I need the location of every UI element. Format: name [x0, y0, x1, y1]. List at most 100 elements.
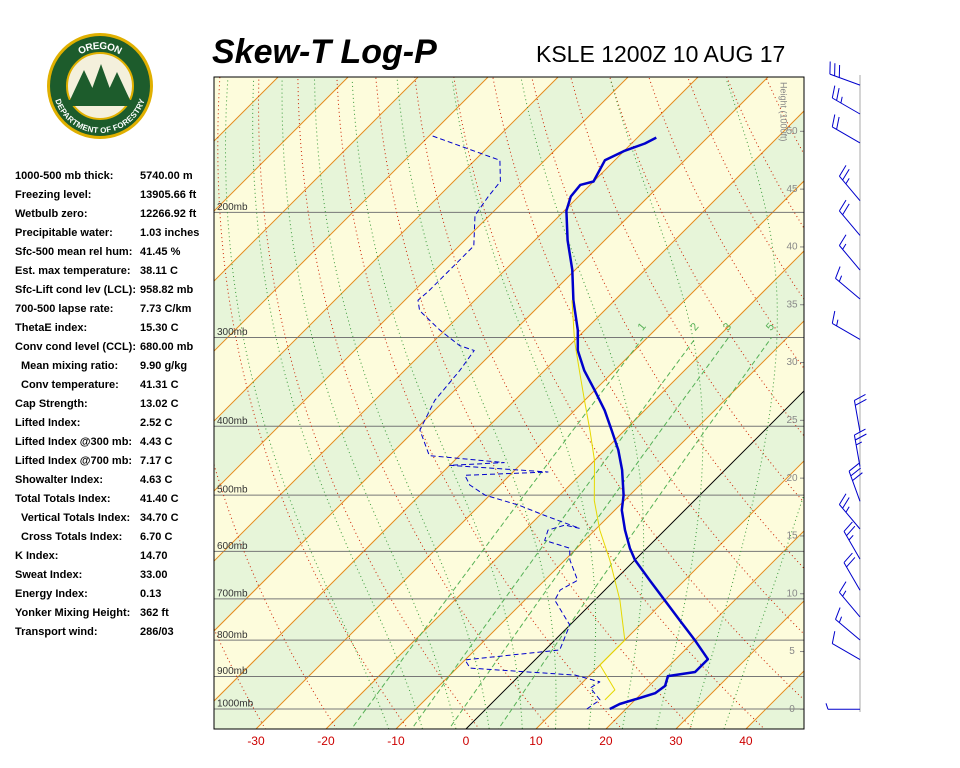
profile-line	[565, 136, 710, 711]
stat-label: Transport wind:	[15, 626, 98, 638]
stat-value: 0.13	[140, 588, 161, 600]
wind-barb	[831, 114, 861, 144]
wind-barb	[843, 552, 861, 591]
logo-top-text: OREGON	[76, 40, 123, 56]
mixing-ratio-line	[448, 337, 730, 729]
wind-barb	[838, 493, 861, 530]
wind-barb	[838, 165, 861, 202]
dry-adiabat	[947, 55, 960, 733]
x-tick-label: -30	[247, 734, 265, 748]
wind-barb	[831, 310, 861, 340]
stat-label: Conv temperature:	[21, 379, 119, 391]
stat-label: Sfc-Lift cond lev (LCL):	[15, 284, 136, 296]
wind-barb	[843, 521, 861, 560]
stat-value: 680.00 mb	[140, 341, 193, 353]
height-tick-label: 15	[786, 531, 798, 542]
mixing-ratio-line	[411, 337, 697, 729]
stat-value: 1.03 inches	[140, 227, 199, 239]
wind-barb	[835, 266, 861, 300]
wind-barb	[853, 428, 867, 467]
stat-label: Freezing level:	[15, 189, 91, 201]
stat-label: Vertical Totals Index:	[21, 512, 130, 524]
stat-value: 362 ft	[140, 607, 169, 619]
x-tick-label: 20	[599, 734, 613, 748]
logo-ground	[68, 100, 132, 106]
stat-label: Conv cond level (CCL):	[15, 341, 136, 353]
stat-value: 33.00	[140, 569, 168, 581]
stat-value: 2.52 C	[140, 417, 172, 429]
isotherm	[816, 77, 960, 729]
height-tick-label: 0	[789, 704, 795, 715]
isotherm	[395, 320, 804, 729]
stat-label: Mean mixing ratio:	[21, 360, 118, 372]
stat-label: K Index:	[15, 550, 58, 562]
isotherm	[214, 77, 349, 212]
isotherm	[465, 390, 804, 729]
stat-value: 4.63 C	[140, 474, 172, 486]
height-tick-label: 20	[786, 473, 798, 484]
moist-adiabat	[225, 79, 390, 729]
chart-title: Skew-T Log-P	[212, 33, 437, 71]
dry-adiabat	[871, 55, 960, 733]
y-tick-label: 1000mb	[217, 699, 254, 710]
wind-barb	[831, 631, 861, 661]
stat-value: 12266.92 ft	[140, 208, 197, 220]
stat-label: Sweat Index:	[15, 569, 82, 581]
plot-frame	[213, 76, 805, 730]
isotherm	[535, 460, 804, 729]
stat-value: 286/03	[140, 626, 174, 638]
logo: OREGON DEPARTMENT OF FORESTRY	[47, 33, 153, 139]
stat-label: Sfc-500 mean rel hum:	[15, 246, 132, 258]
y-tick-label: 600mb	[217, 541, 248, 552]
isotherm	[605, 530, 804, 729]
height-tick-label: 45	[786, 184, 798, 195]
stat-value: 13905.66 ft	[140, 189, 197, 201]
stat-label: ThetaE index:	[15, 322, 87, 334]
logo-top: OREGON	[76, 40, 123, 56]
dry-adiabat	[336, 77, 623, 729]
height-tick-label: 35	[786, 299, 798, 310]
height-tick-label: 10	[786, 588, 798, 599]
logo-trees	[70, 64, 130, 100]
stat-value: 7.17 C	[140, 455, 172, 467]
stat-label: Yonker Mixing Height:	[15, 607, 130, 619]
x-tick-label: -20	[317, 734, 335, 748]
dry-adiabat	[214, 627, 266, 729]
y-tick-label: 300mb	[217, 327, 248, 338]
moist-adiabat	[314, 79, 490, 729]
stat-value: 5740.00 m	[140, 170, 193, 182]
isotherm	[255, 180, 804, 729]
y-tick-label: 900mb	[217, 666, 248, 677]
stat-value: 34.70 C	[140, 512, 179, 524]
wind-barb	[835, 607, 861, 641]
isotherm	[675, 600, 804, 729]
profile-line	[571, 300, 626, 701]
stat-value: 7.73 C/km	[140, 303, 192, 315]
isotherm-band	[816, 77, 960, 729]
height-tick-label: 30	[786, 357, 798, 368]
moist-adiabat	[520, 79, 645, 729]
isotherm	[214, 77, 419, 282]
y-tick-label: 400mb	[217, 416, 248, 427]
stat-value: 15.30 C	[140, 322, 179, 334]
x-tick-label: -10	[387, 734, 405, 748]
isotherm	[214, 77, 769, 632]
chart-subtitle: KSLE 1200Z 10 AUG 17	[536, 41, 785, 67]
stat-label: 700-500 lapse rate:	[15, 303, 113, 315]
isotherm	[886, 77, 960, 729]
stat-label: Cross Totals Index:	[21, 531, 122, 543]
stat-value: 9.90 g/kg	[140, 360, 187, 372]
dry-adiabat	[909, 55, 960, 733]
height-axis-label: Height (1000ft)	[779, 82, 789, 142]
stat-label: Precipitable water:	[15, 227, 113, 239]
dry-adiabat	[453, 77, 804, 701]
stat-label: Cap Strength:	[15, 398, 88, 410]
stat-label: Total Totals Index:	[15, 493, 111, 505]
wind-barb	[829, 61, 861, 86]
stat-value: 4.43 C	[140, 436, 172, 448]
height-tick-label: 50	[786, 126, 798, 137]
isotherm	[325, 250, 804, 729]
x-tick-label: 0	[463, 734, 470, 748]
stat-label: Wetbulb zero:	[15, 208, 88, 220]
